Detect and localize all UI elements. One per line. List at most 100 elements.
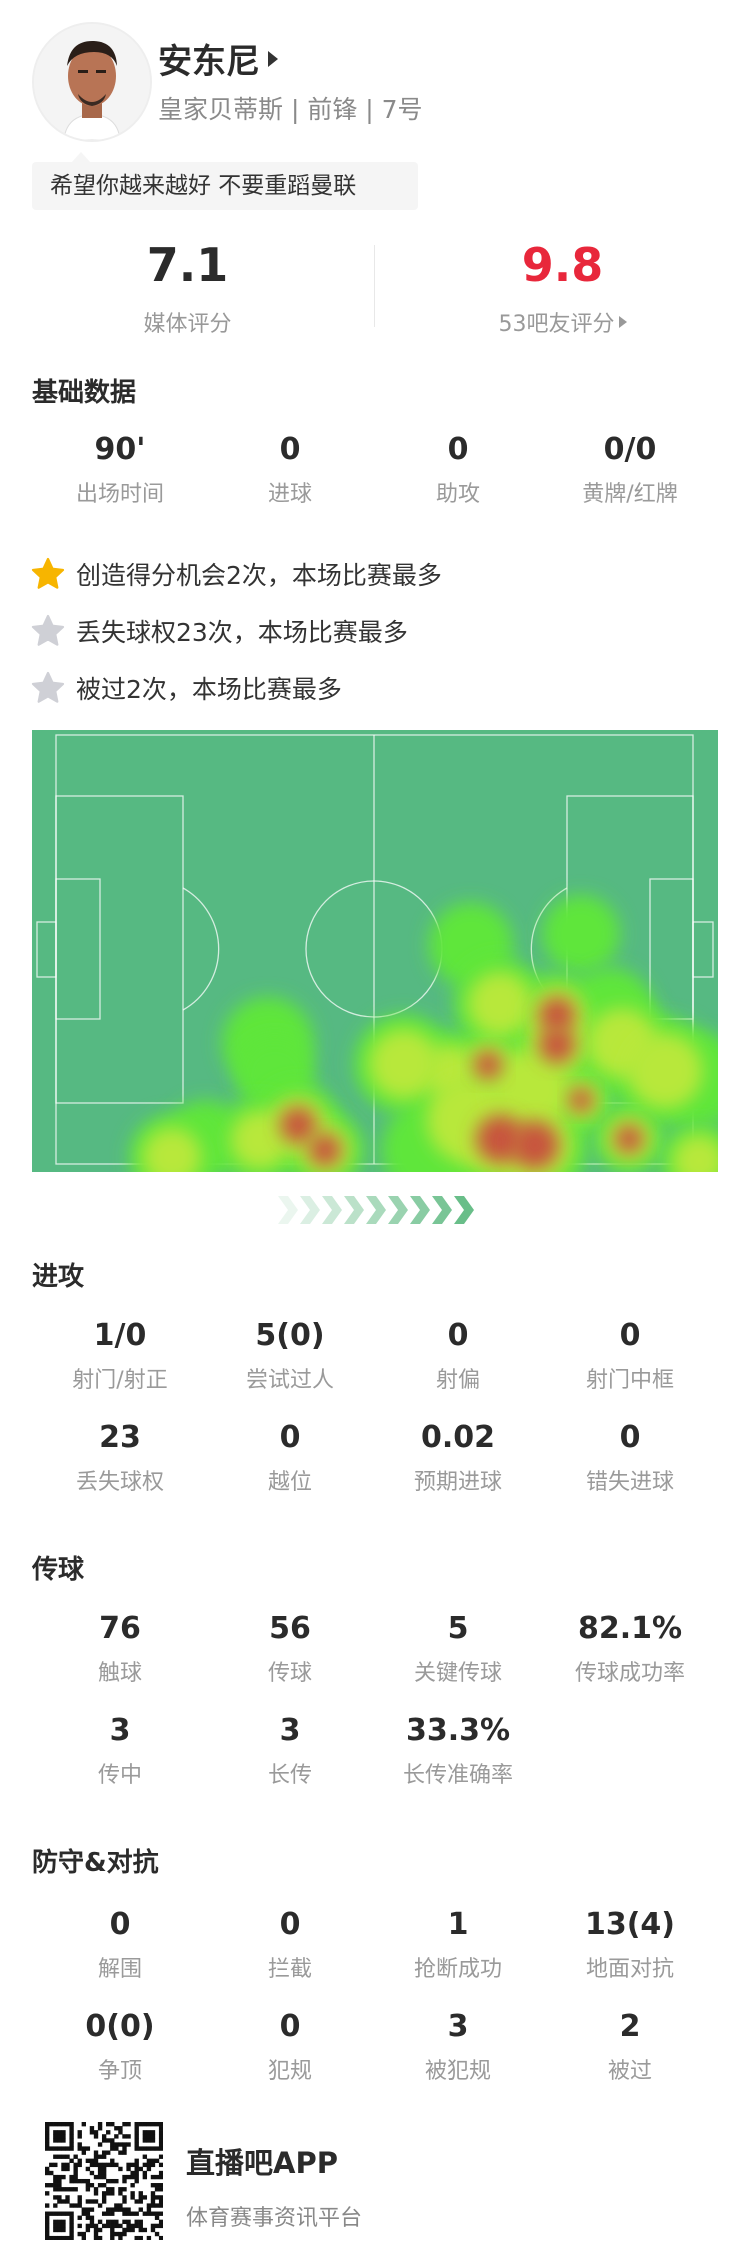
stat-value: 0(0) <box>85 2009 155 2044</box>
stat-value: 3 <box>279 1713 301 1748</box>
chevron-right-icon <box>410 1196 430 1224</box>
stat-value: 5 <box>447 1611 469 1646</box>
fan-rating[interactable]: 9.8 53吧友评分 <box>375 238 750 338</box>
stat-value: 5(0) <box>255 1318 325 1353</box>
heat-spot <box>542 895 620 973</box>
stat-value: 0 <box>619 1420 641 1455</box>
section-title-defense: 防守&对抗 <box>32 1848 159 1878</box>
stat-value: 56 <box>269 1611 311 1646</box>
chevron-right-icon <box>322 1196 342 1224</box>
stat-passing: 5 关键传球 <box>373 1611 543 1687</box>
stat-label: 地面对抗 <box>585 1957 674 1982</box>
stat-value: 76 <box>99 1611 141 1646</box>
stat-label: 拦截 <box>267 1957 312 1982</box>
section-title-attack: 进攻 <box>32 1262 85 1292</box>
star-gray-icon <box>31 614 65 646</box>
goal-right <box>692 921 714 978</box>
chevron-right-icon <box>388 1196 408 1224</box>
stat-value: 0 <box>447 1318 469 1353</box>
stat-defense: 2 被过 <box>545 2009 715 2085</box>
stat-defense: 13(4) 地面对抗 <box>545 1907 715 1983</box>
stat-label: 预期进球 <box>413 1470 502 1495</box>
pitch-svg <box>32 730 718 1172</box>
stat-value: 3 <box>109 1713 131 1748</box>
heat-spot <box>511 1121 559 1169</box>
heat-spot <box>627 1033 703 1109</box>
highlight-text: 丢失球权23次，本场比赛最多 <box>76 618 408 647</box>
stat-value: 1 <box>447 1907 469 1942</box>
stat-label: 尝试过人 <box>245 1368 334 1393</box>
stat-label: 射门/射正 <box>72 1368 168 1393</box>
stat-label: 越位 <box>267 1470 312 1495</box>
stat-passing: 56 传球 <box>205 1611 375 1687</box>
heat-spot <box>539 1027 575 1063</box>
highlight-item: 被过2次，本场比赛最多 <box>30 670 342 706</box>
stat-label: 争顶 <box>97 2059 142 2084</box>
qr-code[interactable] <box>45 2122 163 2240</box>
section-title-passing: 传球 <box>32 1555 85 1585</box>
stat-label: 错失进球 <box>585 1470 674 1495</box>
heatmap-layer <box>129 895 718 1172</box>
highlight-text: 创造得分机会2次，本场比赛最多 <box>76 561 442 590</box>
stat-defense: 0 犯规 <box>205 2009 375 2085</box>
stat-passing: 82.1% 传球成功率 <box>545 1611 715 1687</box>
stat-attack: 23 丢失球权 <box>35 1420 205 1496</box>
media-rating-label: 媒体评分 <box>143 312 232 337</box>
stat-attack: 1/0 射门/射正 <box>35 1318 205 1394</box>
caret-right-icon <box>618 316 627 328</box>
stat-basic: 0 助攻 <box>373 432 543 508</box>
fan-rating-label: 53吧友评分 <box>498 312 615 337</box>
stat-defense: 0 拦截 <box>205 1907 375 1983</box>
media-rating-value: 7.1 <box>146 238 229 292</box>
stat-label: 长传 <box>267 1763 312 1788</box>
heatmap-pitch <box>32 730 718 1176</box>
stat-label: 长传准确率 <box>402 1763 513 1788</box>
stat-value: 3 <box>447 2009 469 2044</box>
goal-left <box>36 921 57 978</box>
app-tagline: 体育赛事资讯平台 <box>186 2206 363 2231</box>
player-avatar[interactable] <box>32 22 152 142</box>
stat-defense: 0(0) 争顶 <box>35 2009 205 2085</box>
stat-value: 0.02 <box>420 1420 496 1455</box>
chevron-right-icon <box>278 1196 298 1224</box>
stat-label: 解围 <box>97 1957 142 1982</box>
stat-label: 黄牌/红牌 <box>582 482 678 507</box>
star-gold-icon <box>31 557 65 589</box>
fan-comment: 希望你越来越好 不要重蹈曼联 <box>32 152 418 210</box>
player-photo <box>34 24 150 140</box>
heat-spot <box>672 1134 718 1172</box>
heat-spot <box>280 1107 316 1143</box>
chevron-right-icon <box>366 1196 386 1224</box>
stat-value: 33.3% <box>405 1713 511 1748</box>
stat-value: 0 <box>279 1420 301 1455</box>
stat-value: 13(4) <box>584 1907 676 1942</box>
stat-passing: 33.3% 长传准确率 <box>373 1713 543 1789</box>
chevron-right-icon <box>344 1196 364 1224</box>
stat-label: 犯规 <box>267 2059 312 2084</box>
stat-basic: 0/0 黄牌/红牌 <box>545 432 715 508</box>
highlight-text: 被过2次，本场比赛最多 <box>76 675 342 704</box>
stat-value: 0 <box>619 1318 641 1353</box>
stat-basic: 0 进球 <box>205 432 375 508</box>
stat-label: 丢失球权 <box>75 1470 164 1495</box>
stat-value: 23 <box>99 1420 141 1455</box>
stat-attack: 5(0) 尝试过人 <box>205 1318 375 1394</box>
chevron-right-icon <box>432 1196 452 1224</box>
star-gray-icon <box>31 671 65 703</box>
stat-label: 射偏 <box>435 1368 480 1393</box>
stat-label: 射门中框 <box>585 1368 674 1393</box>
stat-label: 传球 <box>267 1661 312 1686</box>
stat-attack: 0.02 预期进球 <box>373 1420 543 1496</box>
stat-label: 关键传球 <box>413 1661 502 1686</box>
player-name-link[interactable]: 安东尼 <box>158 34 278 83</box>
penalty-arc-left <box>182 887 220 1011</box>
stat-label: 传中 <box>97 1763 142 1788</box>
stat-value: 0 <box>279 2009 301 2044</box>
stat-value: 0/0 <box>603 432 657 467</box>
chevron-right-icon <box>454 1196 474 1224</box>
attack-direction-arrows <box>278 1196 474 1224</box>
stat-attack: 0 射门中框 <box>545 1318 715 1394</box>
highlight-item: 创造得分机会2次，本场比赛最多 <box>30 556 442 592</box>
heat-spot <box>468 972 532 1036</box>
stat-attack: 0 射偏 <box>373 1318 543 1394</box>
